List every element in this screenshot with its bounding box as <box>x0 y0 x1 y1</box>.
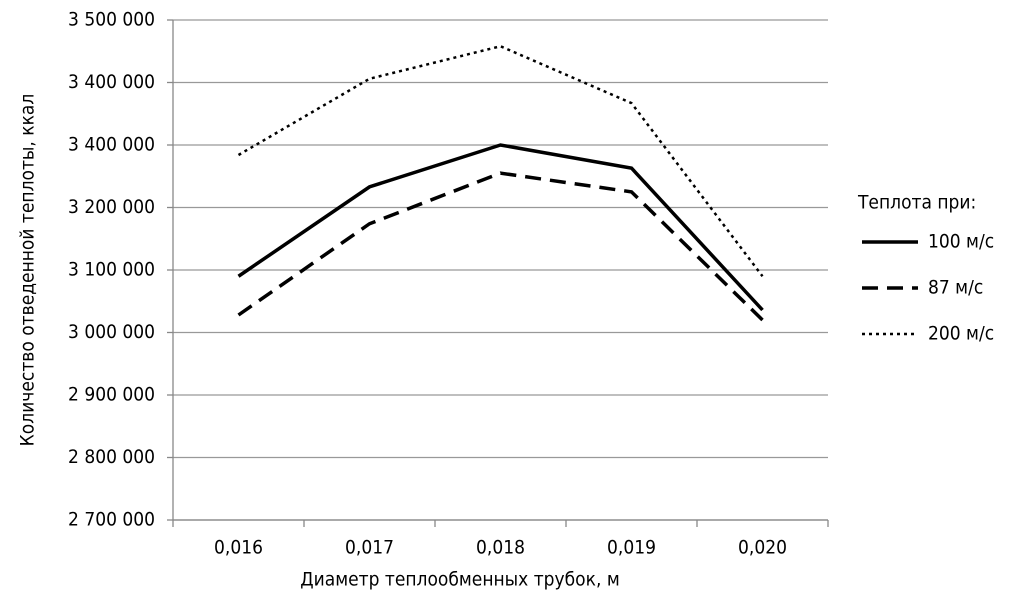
series-line <box>237 171 764 322</box>
x-tick-label: 0,018 <box>476 537 525 559</box>
y-tick-label: 3 400 000 <box>68 134 155 156</box>
legend-label: 100 м/с <box>928 231 994 253</box>
legend-label: 87 м/с <box>928 277 983 299</box>
series-line <box>237 143 764 312</box>
y-tick-label: 2 900 000 <box>68 384 155 406</box>
y-tick-label: 2 800 000 <box>68 446 155 468</box>
x-axis-title: Диаметр теплообменных трубок, м <box>300 569 619 591</box>
y-tick-label: 3 400 000 <box>68 71 155 93</box>
legend-label: 200 м/с <box>928 323 994 345</box>
y-axis-title: Количество отведенной теплоты, ккал <box>17 94 39 447</box>
x-tick-label: 0,019 <box>607 537 656 559</box>
y-tick-label: 3 500 000 <box>68 9 155 31</box>
legend-title: Теплота при: <box>857 192 976 214</box>
y-tick-label: 3 100 000 <box>68 259 155 281</box>
y-tick-label: 2 700 000 <box>68 509 155 531</box>
x-tick-label: 0,017 <box>345 537 394 559</box>
y-tick-label: 3 000 000 <box>68 321 155 343</box>
y-tick-label: 3 200 000 <box>68 196 155 218</box>
x-tick-label: 0,020 <box>738 537 787 559</box>
x-tick-label: 0,016 <box>214 537 263 559</box>
